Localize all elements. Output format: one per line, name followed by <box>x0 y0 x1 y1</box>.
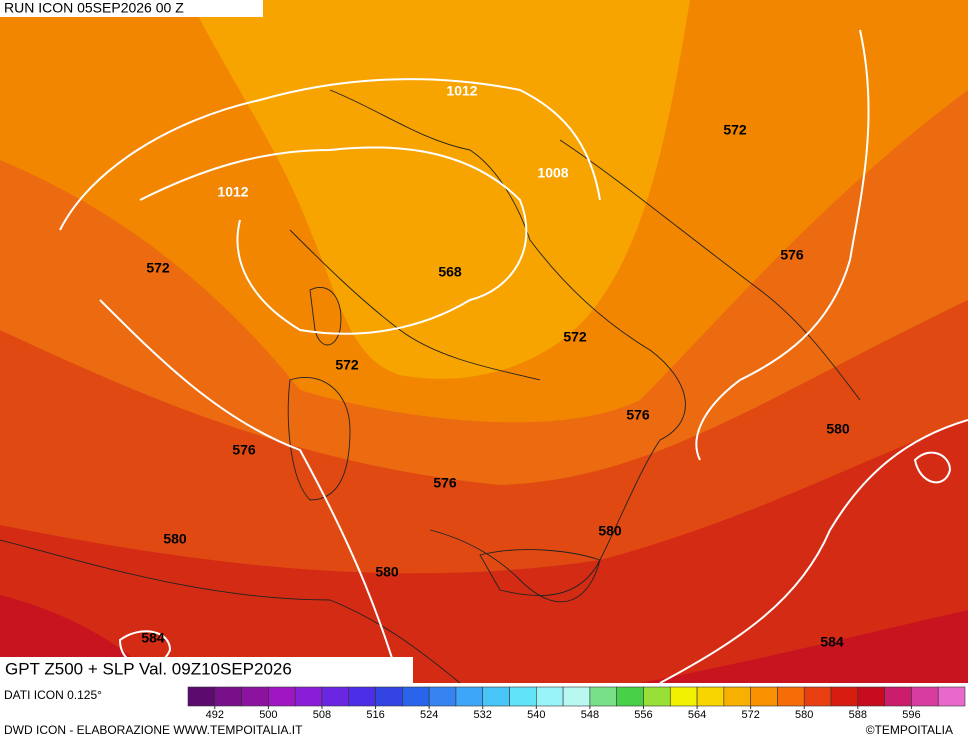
colorbar-cell <box>268 686 296 707</box>
colorbar-cell <box>777 686 805 707</box>
isobar <box>695 29 870 461</box>
copyright: ©TEMPOITALIA <box>866 723 953 737</box>
colorbar-cell <box>830 686 859 707</box>
map-title: GPT Z500 + SLP Val. 09Z10SEP2026 <box>5 659 292 678</box>
colorbar-cell <box>509 686 537 707</box>
italy-coast <box>329 89 686 603</box>
run-box <box>0 0 263 17</box>
contour-label: 576 <box>780 247 804 263</box>
colorbar-tick-label: 532 <box>474 709 492 721</box>
contour-label: 572 <box>335 357 359 373</box>
colorbar-cell <box>214 686 242 707</box>
contour-label: 580 <box>826 421 850 437</box>
isobar <box>659 419 968 684</box>
colorbar-cell <box>402 686 430 707</box>
colorbar-tick-label: 524 <box>420 709 438 721</box>
isobar <box>59 78 601 231</box>
colorbar-cell <box>589 686 617 707</box>
colorbar-cell <box>723 686 751 707</box>
colorbar-cell <box>616 686 644 707</box>
title-box <box>0 657 413 683</box>
colorbar-tick-label: 540 <box>527 709 545 721</box>
coastlines <box>0 89 861 684</box>
contour-label: 584 <box>820 634 844 650</box>
colorbar-cell <box>536 686 564 707</box>
colorbar-cell <box>375 686 403 707</box>
colorbar-tick-label: 492 <box>206 709 224 721</box>
italy-coast-west <box>289 229 541 381</box>
sardinia <box>287 377 351 501</box>
colorbar-cell <box>455 686 484 707</box>
isobar <box>99 299 401 684</box>
colorbar-cell <box>857 686 885 707</box>
contour-label: 576 <box>433 475 457 491</box>
band-568 <box>190 0 690 379</box>
contour-label: 1012 <box>217 184 248 200</box>
colorbar-cell <box>482 686 510 707</box>
colorbar-caption: DATI ICON 0.125° <box>4 688 102 702</box>
contour-label: 584 <box>141 630 165 646</box>
colorbar-tick-label: 500 <box>259 709 277 721</box>
colorbar-tick-label: 516 <box>366 709 384 721</box>
colorbar-tick-label: 572 <box>741 709 759 721</box>
colorbar-cell <box>294 686 323 707</box>
contour-label: 568 <box>438 264 462 280</box>
colorbar-cell <box>696 686 725 707</box>
colorbar-cell <box>669 686 698 707</box>
contour-label: 580 <box>163 531 187 547</box>
colorbar-cell <box>321 686 350 707</box>
sicily <box>479 549 601 597</box>
colorbar-cell <box>187 686 216 707</box>
colorbar-cell <box>803 686 832 707</box>
isobar <box>139 146 528 335</box>
colorbar: 492 500 508 516 524 532 540 548 556 564 572 580 588 5… <box>187 686 966 721</box>
contour-label: 572 <box>146 260 170 276</box>
colorbar-cell <box>750 686 778 707</box>
colorbar-cell <box>241 686 269 707</box>
colorbar-tick-label: 588 <box>849 709 867 721</box>
colorbar-cell <box>911 686 939 707</box>
colorbar-tick-label: 580 <box>795 709 813 721</box>
contour-label: 1012 <box>446 83 477 99</box>
colorbar-tick-label: 548 <box>581 709 599 721</box>
contour-label: 572 <box>563 329 587 345</box>
contour-label: 572 <box>723 122 747 138</box>
run-label: RUN ICON 05SEP2026 00 Z <box>4 0 184 16</box>
colorbar-cell <box>428 686 457 707</box>
colorbar-cell <box>562 686 591 707</box>
colorbar-cell <box>348 686 376 707</box>
contour-label: 576 <box>232 442 256 458</box>
contour-label: 1008 <box>537 165 568 181</box>
map: 1012 1012 1008 572 568 572 572 576 576 5… <box>0 0 968 684</box>
isobars <box>59 29 968 684</box>
colorbar-tick-label: 556 <box>634 709 652 721</box>
contour-label: 576 <box>626 407 650 423</box>
colorbar-tick-label: 564 <box>688 709 706 721</box>
africa-coast <box>0 539 461 684</box>
colorbar-cell <box>884 686 912 707</box>
isobar <box>913 451 952 484</box>
credits: DWD ICON - ELABORAZIONE WWW.TEMPOITALIA.… <box>4 723 303 737</box>
colorbar-cell <box>643 686 671 707</box>
colorbar-tick-label: 508 <box>313 709 331 721</box>
balkan-coast <box>559 139 861 401</box>
corsica <box>309 287 342 346</box>
band-584 <box>0 420 968 683</box>
contour-label: 580 <box>598 523 622 539</box>
colorbar-cell <box>937 686 966 707</box>
contour-label: 580 <box>375 564 399 580</box>
colorbar-tick-label: 596 <box>902 709 920 721</box>
